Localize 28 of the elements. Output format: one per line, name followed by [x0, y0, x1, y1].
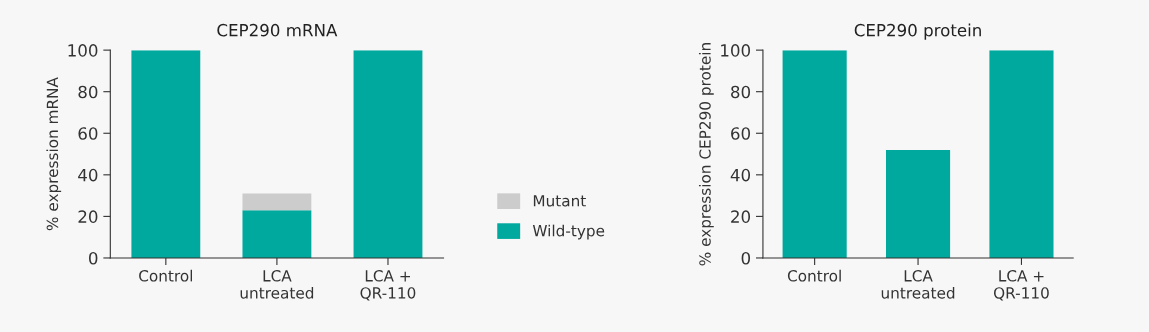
y-tick-label: 80 [78, 85, 98, 99]
bar [242, 193, 312, 211]
x-tick-label: LCA + QR-110 [360, 270, 416, 301]
y-tick-label: 20 [731, 210, 751, 223]
y-tick-label: 100 [68, 44, 98, 57]
x-tick-label: LCA untreated [240, 270, 314, 299]
bar [242, 210, 312, 258]
x-tick-label: LCA untreated [881, 270, 955, 299]
y-tick-label: 60 [731, 127, 751, 140]
y-tick-label: 40 [78, 168, 98, 182]
y-tick-label: 0 [741, 251, 751, 265]
bar [353, 50, 423, 258]
y-axis-title: % expression CEP290 protein [698, 43, 714, 266]
y-tick-label: 80 [731, 85, 751, 99]
y-tick-label: 20 [78, 210, 98, 223]
bar [131, 50, 201, 258]
y-axis-title: % expression mRNA [46, 77, 62, 231]
y-tick-label: 40 [730, 168, 751, 182]
x-tick-label: Control [787, 269, 841, 282]
legend-label: Wild-type [532, 224, 605, 240]
y-tick-label: 100 [721, 44, 751, 57]
legend-label: Mutant [533, 195, 586, 207]
x-tick-label: Control [139, 269, 193, 282]
chart-title: CEP290 mRNA [217, 23, 338, 37]
x-tick-label: LCA + QR-110 [993, 270, 1049, 301]
y-tick-label: 0 [88, 251, 98, 265]
y-tick-label: 60 [78, 127, 98, 140]
chart-title: CEP290 protein [854, 23, 981, 40]
